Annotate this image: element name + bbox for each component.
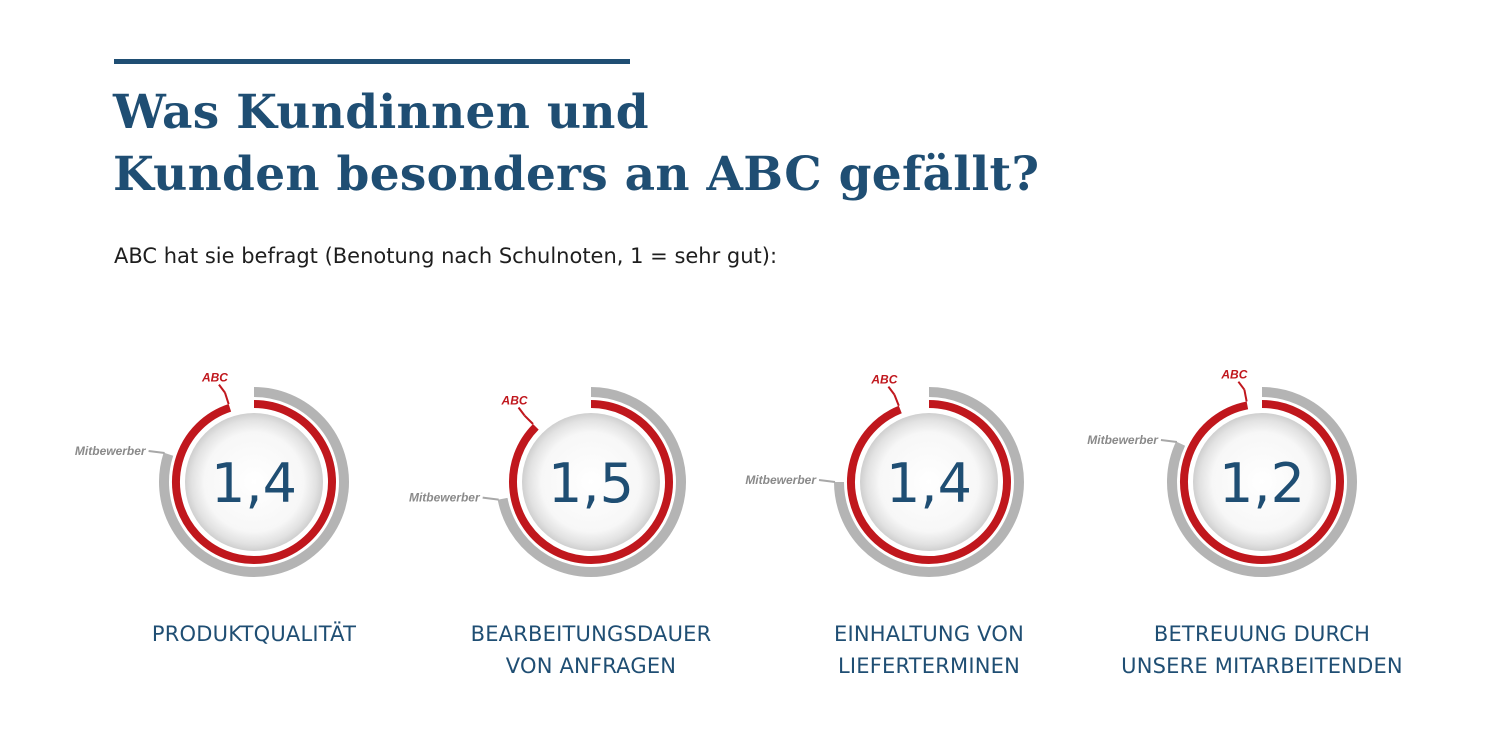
category-label: EINHALTUNG VON LIEFERTERMINEN xyxy=(769,618,1089,682)
competitor-ring xyxy=(1167,387,1357,577)
gauge-disc xyxy=(1193,413,1331,551)
abc-series-label: ABC xyxy=(201,371,228,385)
category-label-line: LIEFERTERMINEN xyxy=(837,654,1021,678)
gauge-disc xyxy=(185,413,323,551)
abc-leader-tick xyxy=(1237,381,1246,391)
page-title: Was Kundinnen und Kunden besonders an AB… xyxy=(113,82,1039,206)
score-value: 1,4 xyxy=(886,452,972,515)
score-value: 1,2 xyxy=(1219,452,1305,515)
competitor-ring xyxy=(497,387,686,577)
abc-series-label: ABC xyxy=(1220,368,1247,382)
abc-series-label: ABC xyxy=(870,373,897,387)
competitor-ring xyxy=(834,387,1024,577)
gauge-charts: ABC Mitbewerber 1,4 ABC Mitbewerber 1,5 ABC Mit… xyxy=(75,368,1357,577)
competitor-leader xyxy=(148,449,165,454)
score-value: 1,5 xyxy=(548,452,634,515)
abc-series-label: ABC xyxy=(501,394,528,408)
abc-leader-tick xyxy=(517,406,526,417)
abc-ring xyxy=(172,400,336,564)
competitor-leader xyxy=(818,479,836,483)
subtitle: ABC hat sie befragt (Benotung nach Schul… xyxy=(114,244,778,268)
competitor-series-label: Mitbewerber xyxy=(75,444,147,458)
abc-leader xyxy=(1243,389,1248,402)
gauge-1: ABC Mitbewerber 1,4 xyxy=(75,371,349,577)
abc-ring xyxy=(509,400,673,564)
gauge-disc xyxy=(860,413,998,551)
competitor-leader xyxy=(1160,438,1178,443)
category-label: BETREUUNG DURCH UNSERE MITARBEITENDEN xyxy=(1102,618,1422,682)
competitor-leader xyxy=(482,496,499,501)
gauge-2: ABC Mitbewerber 1,5 xyxy=(409,387,686,577)
gauge-4: ABC Mitbewerber 1,2 xyxy=(1087,368,1357,577)
score-value: 1,4 xyxy=(211,452,297,515)
category-label-line: EINHALTUNG VON xyxy=(833,622,1025,646)
abc-leader-tick xyxy=(218,384,226,394)
abc-leader-tick xyxy=(887,386,896,396)
category-label-line: VON ANFRAGEN xyxy=(505,654,677,678)
category-label-line: PRODUKTQUALITÄT xyxy=(151,622,357,646)
category-label-line: UNSERE MITARBEITENDEN xyxy=(1121,654,1403,678)
title-rule xyxy=(114,59,630,64)
abc-leader xyxy=(224,392,230,405)
abc-ring xyxy=(847,400,1011,564)
category-label-line: BEARBEITUNGSDAUER xyxy=(470,622,712,646)
abc-ring xyxy=(1180,400,1344,564)
competitor-series-label: Mitbewerber xyxy=(409,491,481,505)
title-line-2: Kunden besonders an ABC gefällt? xyxy=(113,147,1040,202)
abc-leader xyxy=(893,394,900,407)
gauge-disc xyxy=(522,413,660,551)
competitor-ring xyxy=(159,387,349,577)
competitor-series-label: Mitbewerber xyxy=(745,473,817,487)
category-label: BEARBEITUNGSDAUER VON ANFRAGEN xyxy=(431,618,751,682)
title-line-1: Was Kundinnen und xyxy=(113,85,649,140)
gauge-3: ABC Mitbewerber 1,4 xyxy=(745,373,1024,577)
competitor-series-label: Mitbewerber xyxy=(1087,433,1159,447)
category-label: PRODUKTQUALITÄT xyxy=(94,618,414,650)
category-label-line: BETREUUNG DURCH xyxy=(1153,622,1371,646)
abc-leader xyxy=(523,414,534,425)
